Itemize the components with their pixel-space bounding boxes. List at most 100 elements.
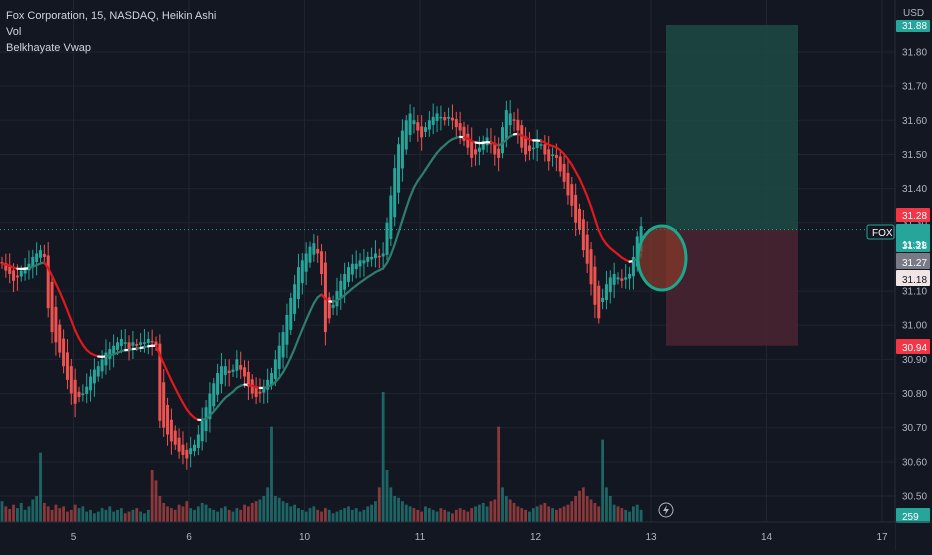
y-tick-label: 31.50: [902, 150, 927, 161]
vwap-price-tag-text: 31.27: [902, 258, 927, 269]
candle-body: [601, 298, 604, 302]
volume-bar: [567, 505, 570, 522]
legend-indicator[interactable]: Belkhayate Vwap: [6, 40, 216, 56]
candle-body: [197, 435, 200, 448]
volume-bar: [451, 513, 454, 522]
volume-bar: [574, 496, 577, 522]
volume-bar: [397, 498, 400, 522]
volume-bar: [339, 510, 342, 522]
candle-body: [455, 119, 458, 127]
candle-body: [8, 267, 11, 274]
symbol-tag: FOX: [867, 225, 894, 239]
candle-body: [170, 420, 173, 442]
volume-bar: [416, 510, 419, 522]
y-tick-label: 30.90: [902, 355, 927, 366]
volume-bar: [278, 498, 281, 522]
candle-body: [151, 341, 154, 343]
candle-body: [412, 120, 415, 124]
volume-bar: [620, 508, 623, 522]
candle-body: [543, 144, 546, 154]
volume-bar: [501, 487, 504, 522]
volume-bar: [243, 505, 246, 522]
candle-body: [439, 117, 442, 119]
candle-body: [343, 274, 346, 290]
volume-bar: [266, 487, 269, 522]
volume-bar: [578, 491, 581, 522]
currency-label: USD: [903, 8, 924, 19]
volume-bar: [386, 470, 389, 522]
volume-bar: [282, 501, 285, 522]
legend-volume[interactable]: Vol: [6, 24, 216, 40]
candle-body: [62, 339, 65, 367]
candle-body: [347, 267, 350, 282]
candle-body: [405, 120, 408, 149]
volume-bar: [528, 512, 531, 522]
candle-body: [81, 394, 84, 396]
candle-body: [178, 438, 181, 452]
volume-bar: [497, 427, 500, 522]
candle-body: [559, 156, 562, 171]
chart-legend: Fox Corporation, 15, NASDAQ, Heikin Ashi…: [6, 8, 216, 56]
volume-bar: [389, 487, 392, 522]
candle-body: [366, 257, 369, 262]
volume-bar: [297, 508, 300, 522]
volume-bar: [128, 512, 131, 522]
entry-price-tag-text: 31.28: [902, 211, 927, 222]
candle-body: [147, 339, 150, 343]
candle-body: [35, 254, 38, 262]
candle-body: [220, 366, 223, 384]
volume-bar: [594, 503, 597, 522]
volume-bar: [220, 508, 223, 522]
volume-bar: [232, 512, 235, 522]
volume-bar: [289, 506, 292, 522]
candle-body: [513, 119, 516, 121]
volume-bar: [570, 501, 573, 522]
stop-price-tag: 30.94: [896, 339, 930, 354]
candle-body: [574, 195, 577, 223]
volume-bar: [108, 506, 111, 522]
volume-bar: [293, 505, 296, 522]
volume-bar: [247, 506, 250, 522]
candle-body: [536, 141, 539, 148]
volume-bar: [393, 496, 396, 522]
volume-bar: [81, 506, 84, 522]
volume-bar: [536, 506, 539, 522]
volume-bar: [420, 512, 423, 522]
volume-bar: [486, 506, 489, 522]
candle-body: [16, 276, 19, 278]
candle-body: [509, 113, 512, 125]
volume-bar: [428, 508, 431, 522]
candle-body: [447, 117, 450, 119]
volume-bar: [455, 510, 458, 522]
candle-body: [85, 387, 88, 394]
volume-bar: [197, 506, 200, 522]
legend-title[interactable]: Fox Corporation, 15, NASDAQ, Heikin Ashi: [6, 8, 216, 24]
candle-body: [43, 254, 46, 257]
volume-bar: [605, 487, 608, 522]
volume-bar: [505, 496, 508, 522]
volume-bar: [463, 510, 466, 522]
volume-bar: [401, 501, 404, 522]
volume-bar: [601, 440, 604, 522]
candle-body: [301, 260, 304, 283]
candle-body: [362, 260, 365, 263]
volume-bar: [66, 512, 69, 522]
vwap-price-tag: 31.27: [896, 253, 930, 269]
candle-body: [451, 118, 454, 121]
candle-body: [378, 256, 381, 258]
volume-bar: [193, 510, 196, 522]
volume-bar: [155, 480, 158, 522]
volume-bar: [563, 506, 566, 522]
candle-body: [104, 353, 107, 366]
candle-body: [232, 370, 235, 372]
candle-body: [120, 339, 123, 346]
volume-bar: [224, 506, 227, 522]
candle-body: [505, 110, 508, 140]
y-tick-label: 31.80: [902, 48, 927, 59]
candle-body: [139, 342, 142, 345]
volume-bar: [582, 487, 585, 522]
candle-body: [582, 219, 585, 250]
candle-body: [235, 359, 238, 370]
